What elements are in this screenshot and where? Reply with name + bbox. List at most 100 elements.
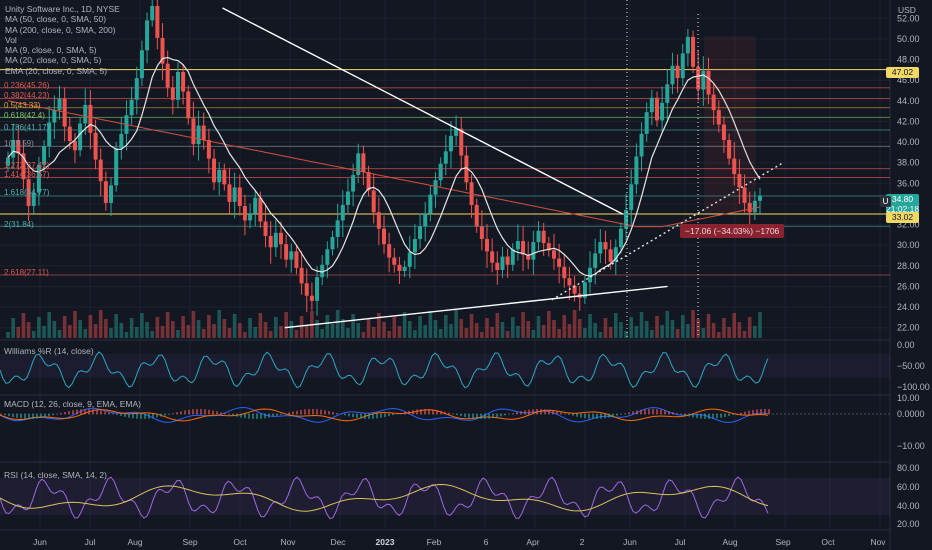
candle-body	[685, 36, 690, 54]
volume-bar	[299, 316, 304, 338]
macd-histogram-bar	[96, 409, 98, 414]
macd-histogram-bar	[224, 413, 226, 414]
candle-body	[304, 283, 309, 296]
macd-histogram-bar	[256, 414, 258, 419]
volume-bar	[485, 318, 489, 338]
measure-label[interactable]: −17.06 (−34.03%) −1706	[680, 224, 785, 238]
time-axis-label: 6	[483, 537, 489, 547]
volume-bar	[650, 330, 654, 338]
rsi-label[interactable]: RSI (14, close, SMA, 14, 2)	[4, 470, 107, 480]
resistance-price-tag[interactable]: 47.02	[886, 67, 919, 78]
candle-body	[222, 169, 227, 185]
candle-body	[433, 180, 438, 195]
volume-bar	[758, 312, 762, 338]
macd-histogram-bar	[204, 409, 206, 414]
volume-bar	[557, 329, 561, 338]
indicator-panes	[0, 351, 890, 520]
candle-body	[335, 220, 340, 237]
study-ma20[interactable]: MA (20, close, 0, SMA, 5)	[5, 55, 102, 66]
candle-body	[119, 133, 124, 149]
candle-body	[165, 63, 170, 88]
macd-histogram-bar	[36, 414, 38, 419]
study-ma9[interactable]: MA (9, close, 0, SMA, 5)	[5, 45, 97, 56]
candle-body	[737, 174, 742, 188]
macd-histogram-bar	[4, 414, 6, 416]
candle-body	[309, 295, 314, 301]
study-ema20[interactable]: EMA (20, close, 0, SMA, 5)	[5, 65, 108, 76]
time-axis-label: Jun	[623, 537, 637, 547]
ma9-line	[7, 56, 761, 277]
macd-histogram-bar	[724, 414, 726, 417]
macd-histogram-bar	[132, 414, 134, 419]
macd-histogram-bar	[708, 414, 710, 419]
macd-histogram-bar	[404, 411, 406, 414]
price-axis-label: 46.00	[897, 75, 920, 85]
candle-body	[273, 232, 278, 248]
symbol-title[interactable]: Unity Software Inc., 1D, NYSE	[5, 4, 120, 14]
macd-histogram-bar	[280, 414, 282, 415]
candle-body	[541, 230, 546, 244]
macd-histogram-bar	[360, 414, 362, 419]
macd-histogram-bar	[492, 414, 494, 419]
volume-bar	[547, 311, 551, 338]
last-price-tag[interactable]: 34.80	[886, 194, 919, 205]
volume-bar	[73, 311, 77, 338]
currency-label: USD	[898, 5, 916, 15]
macd-histogram-bar	[768, 409, 770, 414]
macd-histogram-bar	[252, 414, 254, 419]
macd-histogram-bar	[200, 409, 202, 414]
study-ma50[interactable]: MA (50, close, 0, SMA, 50)	[5, 14, 107, 25]
drawn-trendlines[interactable]	[222, 0, 784, 338]
volume-bar	[691, 310, 695, 338]
price-axis-label: 40.00	[897, 137, 920, 147]
support-price-tag[interactable]: 33.02	[886, 212, 919, 223]
candle-body	[160, 37, 165, 64]
volume-bar	[47, 312, 52, 338]
time-axis-label: Apr	[526, 537, 540, 547]
macd-histogram-bar	[368, 414, 370, 419]
macd-histogram-bar	[300, 409, 302, 414]
macd-histogram-bar	[640, 409, 642, 414]
macd-histogram-bar	[616, 414, 618, 416]
candle-body	[397, 264, 402, 271]
macd-histogram-bar	[484, 414, 486, 419]
candle-body	[366, 171, 371, 191]
volume-bar	[243, 332, 247, 338]
macd-histogram-bar	[288, 412, 290, 414]
volume-bar	[505, 331, 510, 338]
volume-bar	[469, 314, 474, 338]
macd-histogram-bar	[408, 410, 410, 414]
volume-bar	[665, 311, 670, 338]
macd-axis-label: 0.0000	[897, 409, 925, 419]
macd-histogram-bar	[644, 409, 646, 414]
time-axis-label: Nov	[870, 537, 886, 547]
volume-bar	[516, 326, 520, 338]
macd-histogram-bar	[456, 414, 458, 415]
macd-histogram-bar	[600, 414, 602, 419]
macd-histogram-bar	[472, 414, 474, 419]
price-axis-label: 48.00	[897, 55, 920, 65]
volume-bar	[62, 316, 67, 338]
candle-body	[72, 141, 77, 151]
price-axis[interactable]: 52.00 50.00 48.00 46.00 44.00 42.00 40.00 38.00…	[897, 13, 930, 529]
volume-bar	[165, 312, 170, 338]
macd-histogram-bar	[572, 414, 574, 416]
volume-bar	[397, 326, 402, 338]
macd-histogram-bar	[88, 409, 90, 414]
williams-label[interactable]: Williams %R (14, close)	[4, 346, 94, 356]
volume-bar	[320, 329, 324, 338]
volume-bar	[608, 327, 613, 338]
macd-histogram-bar	[444, 411, 446, 414]
volume-bar	[232, 314, 237, 338]
volume-bar	[598, 332, 603, 338]
volume-bar	[361, 332, 366, 338]
macd-axis-label: 10.00	[897, 393, 920, 403]
macd-label[interactable]: MACD (12, 26, close, 9, EMA, EMA)	[4, 399, 141, 409]
macd-histogram-bar	[428, 409, 430, 414]
price-axis-label: 30.00	[897, 240, 920, 250]
volume-bar	[340, 319, 345, 338]
study-volume[interactable]: Vol	[5, 34, 17, 45]
candle-body	[629, 184, 634, 211]
study-ma200[interactable]: MA (200, close, 0, SMA, 200)	[5, 24, 116, 35]
